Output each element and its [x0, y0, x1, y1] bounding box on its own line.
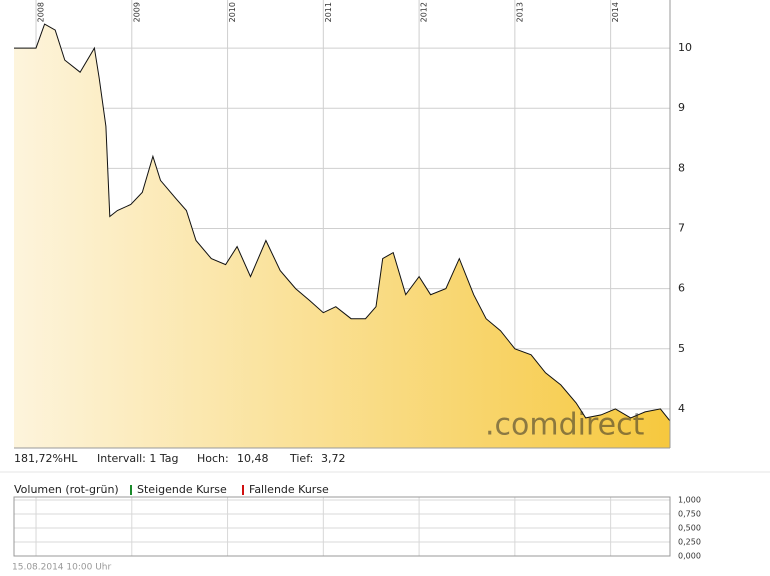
y-tick-label: 9 — [678, 101, 685, 114]
volume-frame — [13, 496, 671, 557]
stat-low: 3,72 — [321, 452, 346, 465]
footer: 15.08.2014 10:00 Uhr — [12, 563, 111, 573]
legend-up-marker — [130, 485, 132, 495]
x-tick-label: 2008 — [37, 2, 46, 22]
y-tick-label: 8 — [678, 161, 685, 174]
legend-down: Fallende Kurse — [249, 483, 329, 496]
stat-low-label: Tief: — [289, 452, 313, 465]
volume-tick-label: 0,500 — [678, 524, 701, 533]
price-line — [14, 23, 671, 422]
stat-interval: Intervall: 1 Tag — [97, 452, 179, 465]
stat-high-label: Hoch: — [197, 452, 229, 465]
y-tick-label: 6 — [678, 282, 685, 295]
stat-range: 181,72%HL — [14, 452, 78, 465]
watermark: .comdirect — [485, 408, 645, 443]
volume-title: Volumen (rot-grün) — [14, 483, 119, 496]
volume-tick-label: 0,250 — [678, 538, 701, 547]
x-tick-label: 2013 — [515, 2, 524, 22]
price-area — [14, 24, 670, 448]
legend-up: Steigende Kurse — [137, 483, 227, 496]
volume-tick-label: 0,000 — [678, 552, 701, 561]
volume-tick-label: 0,750 — [678, 510, 701, 519]
x-tick-label: 2010 — [228, 2, 237, 22]
y-tick-label: 7 — [678, 222, 685, 235]
y-tick-label: 10 — [678, 41, 692, 54]
y-tick-label: 4 — [678, 402, 685, 415]
volume-tick-label: 1,000 — [678, 496, 701, 505]
stat-high: 10,48 — [237, 452, 269, 465]
x-tick-label: 2014 — [611, 2, 620, 22]
legend-down-marker — [242, 485, 244, 495]
x-tick-label: 2009 — [132, 2, 141, 22]
y-tick-label: 5 — [678, 342, 685, 355]
x-tick-label: 2012 — [420, 2, 429, 22]
x-tick-label: 2011 — [324, 2, 333, 22]
